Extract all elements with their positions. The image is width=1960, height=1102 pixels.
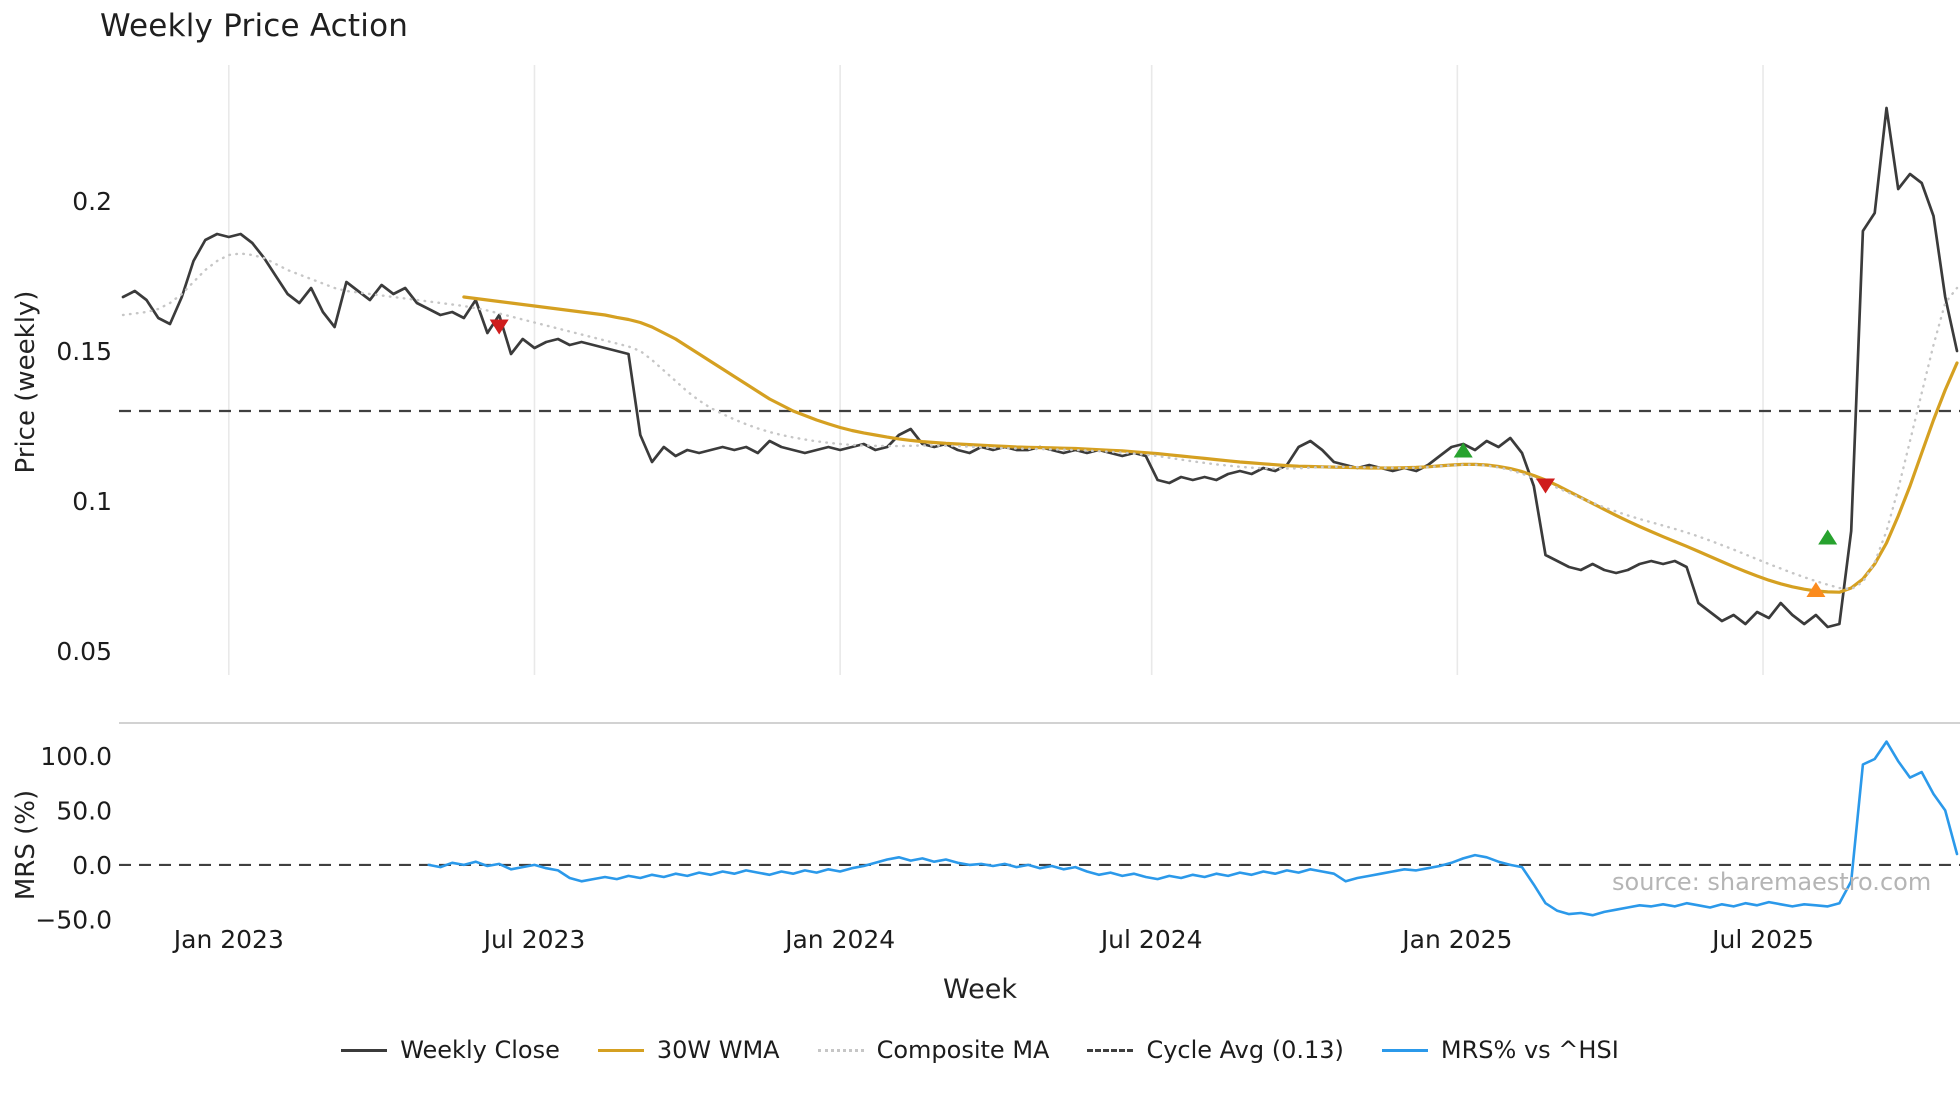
composite-ma-swatch-icon [817, 1048, 864, 1052]
wma-swatch-icon [597, 1048, 644, 1052]
x-tick-label: Jan 2025 [1400, 925, 1512, 954]
30w-wma-line [462, 295, 1959, 594]
legend-item-mrs: MRS% vs ^HSI [1381, 1036, 1619, 1064]
legend-label: Weekly Close [400, 1036, 560, 1064]
source-note: source: sharemaestro.com [1612, 868, 1932, 896]
x-tick-label: Jul 2025 [1710, 925, 1814, 954]
x-tick-label: Jan 2024 [783, 925, 895, 954]
legend-item-composite-ma: Composite MA [817, 1036, 1050, 1064]
legend-item-cycle-avg: Cycle Avg (0.13) [1087, 1036, 1344, 1064]
legend-item-weekly-close: Weekly Close [341, 1036, 560, 1064]
x-tick-label: Jul 2024 [1099, 925, 1203, 954]
mrs-ytick-label: 0.0 [72, 851, 112, 880]
mrs-swatch-icon [1381, 1048, 1428, 1052]
sell-signal-marker-icon [1536, 478, 1556, 494]
cycle-avg-swatch-icon [1087, 1048, 1134, 1052]
x-tick-label: Jul 2023 [482, 925, 586, 954]
chart-title: Weekly Price Action [100, 8, 409, 44]
legend-label: 30W WMA [656, 1036, 780, 1064]
buy-signal-marker-icon [1818, 529, 1838, 545]
x-tick-label: Jan 2023 [172, 925, 284, 954]
mrs-ytick-label: 100.0 [40, 742, 112, 771]
legend-item-30w-wma: 30W WMA [597, 1036, 780, 1064]
cycle-low-signal-marker-icon [1806, 582, 1826, 597]
legend: Weekly Close 30W WMA Composite MA Cycle … [0, 1036, 1960, 1064]
price-ytick-label: 0.1 [72, 487, 112, 516]
x-axis-label: Week [943, 974, 1017, 1005]
legend-label: Composite MA [876, 1036, 1050, 1064]
price-ytick-label: 0.2 [72, 187, 112, 216]
buy-signal-marker-icon [1453, 442, 1473, 458]
weekly-close-swatch-icon [341, 1048, 388, 1052]
legend-label: Cycle Avg (0.13) [1146, 1036, 1344, 1064]
mrs-axis-label: MRS (%) [11, 789, 41, 901]
legend-label: MRS% vs ^HSI [1440, 1036, 1619, 1064]
mrs-ytick-label: −50.0 [35, 906, 112, 935]
composite-ma-line [121, 252, 1959, 591]
mrs-vs-hsi-line [427, 740, 1959, 917]
price-ytick-label: 0.15 [56, 337, 112, 366]
weekly-close-line [121, 106, 1959, 629]
price-axis-label: Price (weekly) [11, 290, 41, 474]
sell-signal-marker-icon [489, 319, 509, 335]
mrs-ytick-label: 50.0 [56, 796, 112, 825]
price-ytick-label: 0.05 [56, 637, 112, 666]
